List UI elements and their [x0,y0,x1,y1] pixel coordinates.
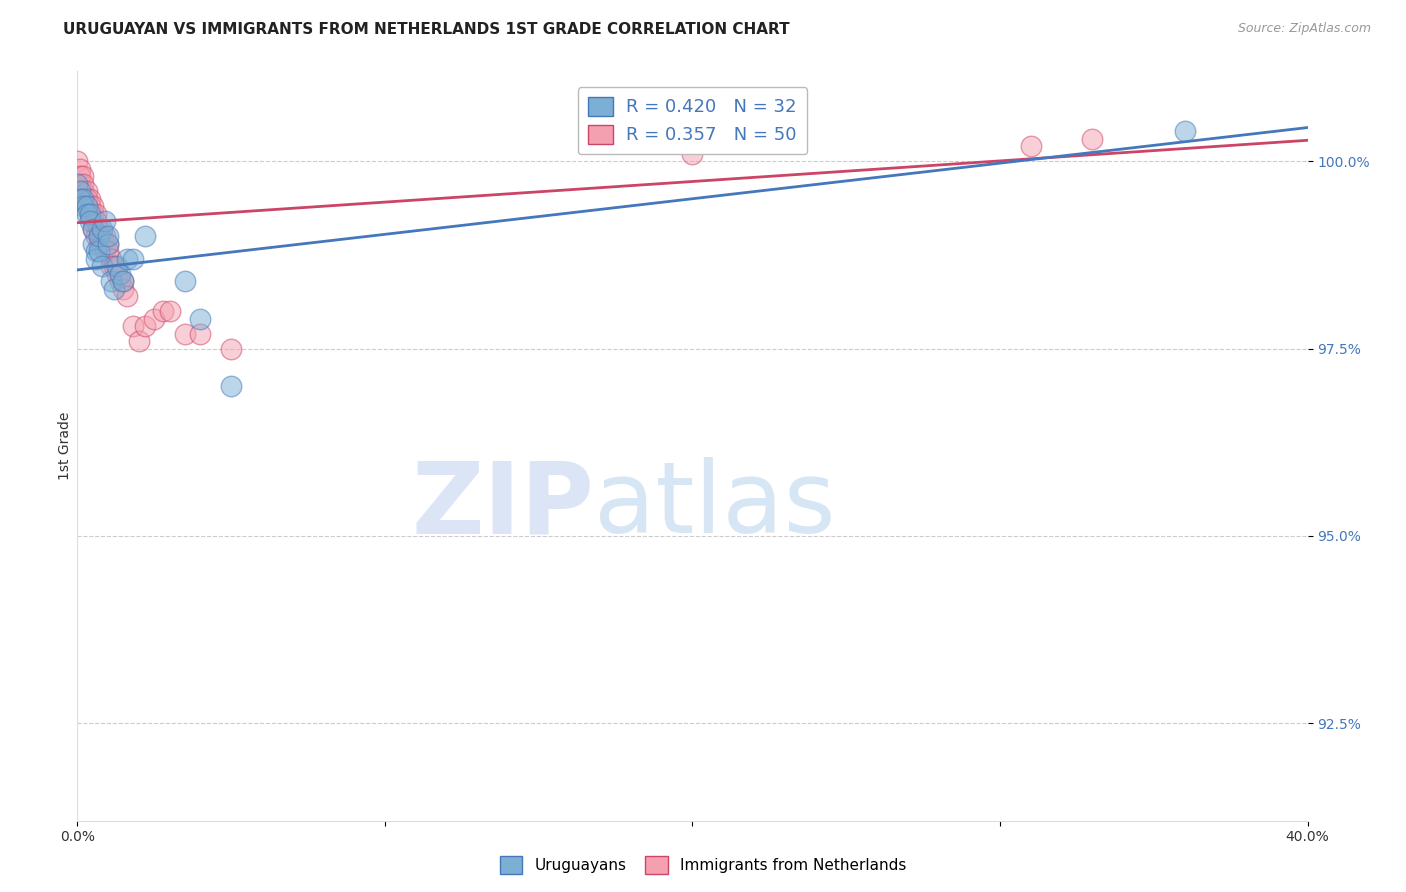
Point [79,199,101,213]
Point [219,379,242,393]
Point [69,177,91,191]
Point [72,169,94,184]
Point [100,259,122,273]
Point [82,221,104,235]
Text: Source: ZipAtlas.com: Source: ZipAtlas.com [1237,22,1371,36]
Point [72,184,94,198]
Point [100,274,122,288]
Text: atlas: atlas [595,458,835,555]
Point [90,236,114,251]
Point [76,184,98,198]
Point [112,274,135,288]
Y-axis label: 1st Grade: 1st Grade [58,412,72,480]
Point [1174,124,1197,138]
Point [97,229,120,244]
Point [84,244,107,259]
Point [174,274,197,288]
Point [84,207,107,221]
Point [66,177,89,191]
Point [105,267,128,281]
Point [100,252,122,266]
Point [188,326,212,341]
Point [103,282,125,296]
Point [115,289,138,303]
Point [82,214,104,228]
Point [90,221,114,235]
Point [69,161,91,176]
Point [69,169,91,184]
Point [76,199,98,213]
Point [105,259,128,273]
Point [112,282,135,296]
Legend: R = 0.420   N = 32, R = 0.357   N = 50: R = 0.420 N = 32, R = 0.357 N = 50 [578,87,807,154]
Point [87,221,110,235]
Point [94,244,117,259]
Legend: Uruguayans, Immigrants from Netherlands: Uruguayans, Immigrants from Netherlands [494,850,912,880]
Point [82,207,104,221]
Point [82,221,104,235]
Point [69,192,91,206]
Point [134,229,156,244]
Point [97,244,120,259]
Text: ZIP: ZIP [411,458,595,555]
Point [90,229,114,244]
Point [152,304,174,318]
Point [159,304,181,318]
Point [87,229,110,244]
Point [84,229,107,244]
Point [219,342,242,356]
Point [134,319,156,334]
Point [188,311,212,326]
Point [121,319,143,334]
Point [79,192,101,206]
Point [82,236,104,251]
Point [76,192,98,206]
Point [79,207,101,221]
Point [84,214,107,228]
Point [72,177,94,191]
Point [94,214,117,228]
Point [90,259,114,273]
Point [110,267,132,281]
Point [682,146,704,161]
Point [76,199,98,213]
Point [121,252,143,266]
Point [174,326,197,341]
Point [143,311,166,326]
Text: URUGUAYAN VS IMMIGRANTS FROM NETHERLANDS 1ST GRADE CORRELATION CHART: URUGUAYAN VS IMMIGRANTS FROM NETHERLANDS… [63,22,790,37]
Point [97,236,120,251]
Point [79,207,101,221]
Point [69,184,91,198]
Point [1019,139,1042,153]
Point [76,207,98,221]
Point [87,236,110,251]
Point [76,192,98,206]
Point [128,334,150,348]
Point [110,274,132,288]
Point [115,252,138,266]
Point [94,229,117,244]
Point [72,199,94,213]
Point [82,199,104,213]
Point [79,214,101,228]
Point [66,154,89,169]
Point [72,192,94,206]
Point [87,229,110,244]
Point [84,252,107,266]
Point [1081,132,1104,146]
Point [112,274,135,288]
Point [87,244,110,259]
Point [103,259,125,273]
Point [97,236,120,251]
